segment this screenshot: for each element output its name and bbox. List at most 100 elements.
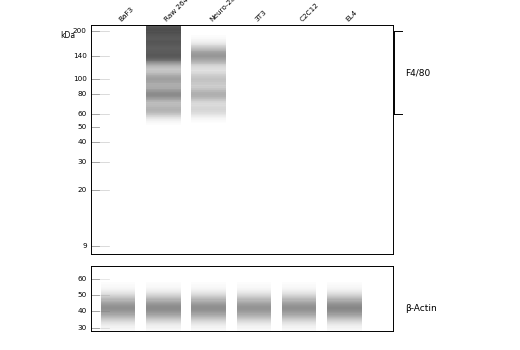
Bar [327, 322, 362, 323]
Bar [146, 44, 181, 45]
Bar [191, 102, 226, 103]
Bar [191, 92, 226, 93]
Bar [146, 63, 181, 64]
Bar [146, 41, 181, 42]
Bar [191, 283, 226, 284]
Bar [282, 284, 317, 286]
Bar [327, 327, 362, 328]
Bar [146, 315, 181, 316]
Bar [237, 304, 271, 305]
Bar [327, 298, 362, 300]
Bar [146, 291, 181, 292]
Bar [146, 46, 181, 47]
Bar [146, 7, 181, 8]
Bar [191, 321, 226, 322]
Bar [327, 283, 362, 284]
Bar [146, 304, 181, 305]
Bar [146, 26, 181, 27]
Bar [146, 296, 181, 297]
Text: 60: 60 [77, 111, 87, 117]
Bar [282, 313, 317, 314]
Bar [191, 94, 226, 95]
Bar [146, 286, 181, 287]
Bar [327, 312, 362, 313]
Bar [146, 41, 181, 42]
Bar [191, 54, 226, 55]
Bar [191, 103, 226, 104]
Bar [191, 313, 226, 314]
Bar [146, 57, 181, 58]
Bar [101, 284, 136, 286]
Bar [146, 44, 181, 45]
Bar [146, 112, 181, 113]
Bar [146, 123, 181, 124]
Bar [146, 303, 181, 304]
Bar [282, 314, 317, 315]
Bar [191, 103, 226, 104]
Bar [191, 85, 226, 86]
Bar [146, 94, 181, 95]
Bar [191, 40, 226, 41]
Bar [282, 293, 317, 294]
Bar [146, 91, 181, 92]
Bar [146, 48, 181, 49]
Bar [101, 328, 136, 329]
Bar [191, 46, 226, 47]
Bar [146, 323, 181, 324]
Bar [146, 109, 181, 110]
Bar [191, 98, 226, 99]
Bar [146, 81, 181, 82]
Bar [146, 58, 181, 59]
Bar [191, 100, 226, 101]
Bar [146, 122, 181, 123]
Bar [282, 320, 317, 321]
Bar [191, 302, 226, 303]
Text: 50: 50 [77, 124, 87, 130]
Bar [101, 294, 136, 295]
Bar [327, 282, 362, 283]
Bar [146, 72, 181, 73]
Bar [327, 300, 362, 301]
Bar [146, 77, 181, 78]
Bar [146, 25, 181, 26]
Bar [146, 40, 181, 41]
Bar [146, 64, 181, 65]
Bar [146, 18, 181, 19]
Bar [146, 55, 181, 56]
Bar [146, 111, 181, 112]
Bar [191, 71, 226, 72]
Bar [146, 34, 181, 35]
Bar [327, 303, 362, 304]
Bar [146, 117, 181, 118]
Bar [237, 294, 271, 295]
Bar [101, 307, 136, 308]
Bar [191, 110, 226, 111]
Bar [101, 323, 136, 324]
Bar [191, 121, 226, 122]
Bar [146, 78, 181, 79]
Bar [282, 333, 317, 334]
Bar [327, 307, 362, 308]
Bar [191, 332, 226, 333]
Bar [146, 283, 181, 284]
Bar [327, 330, 362, 331]
Bar [101, 322, 136, 323]
Bar [146, 74, 181, 75]
Text: 50: 50 [77, 292, 87, 298]
Bar [191, 291, 226, 292]
Text: 40: 40 [77, 308, 87, 314]
Bar [101, 282, 136, 283]
Bar [191, 105, 226, 106]
Bar [146, 78, 181, 79]
Bar [282, 318, 317, 319]
Bar [191, 90, 226, 91]
Bar [146, 294, 181, 295]
Bar [146, 75, 181, 76]
Text: β-Actin: β-Actin [405, 303, 436, 313]
Bar [101, 314, 136, 315]
Bar [146, 289, 181, 290]
Bar [237, 309, 271, 310]
Bar [146, 96, 181, 97]
Bar [146, 105, 181, 106]
Bar [191, 91, 226, 92]
